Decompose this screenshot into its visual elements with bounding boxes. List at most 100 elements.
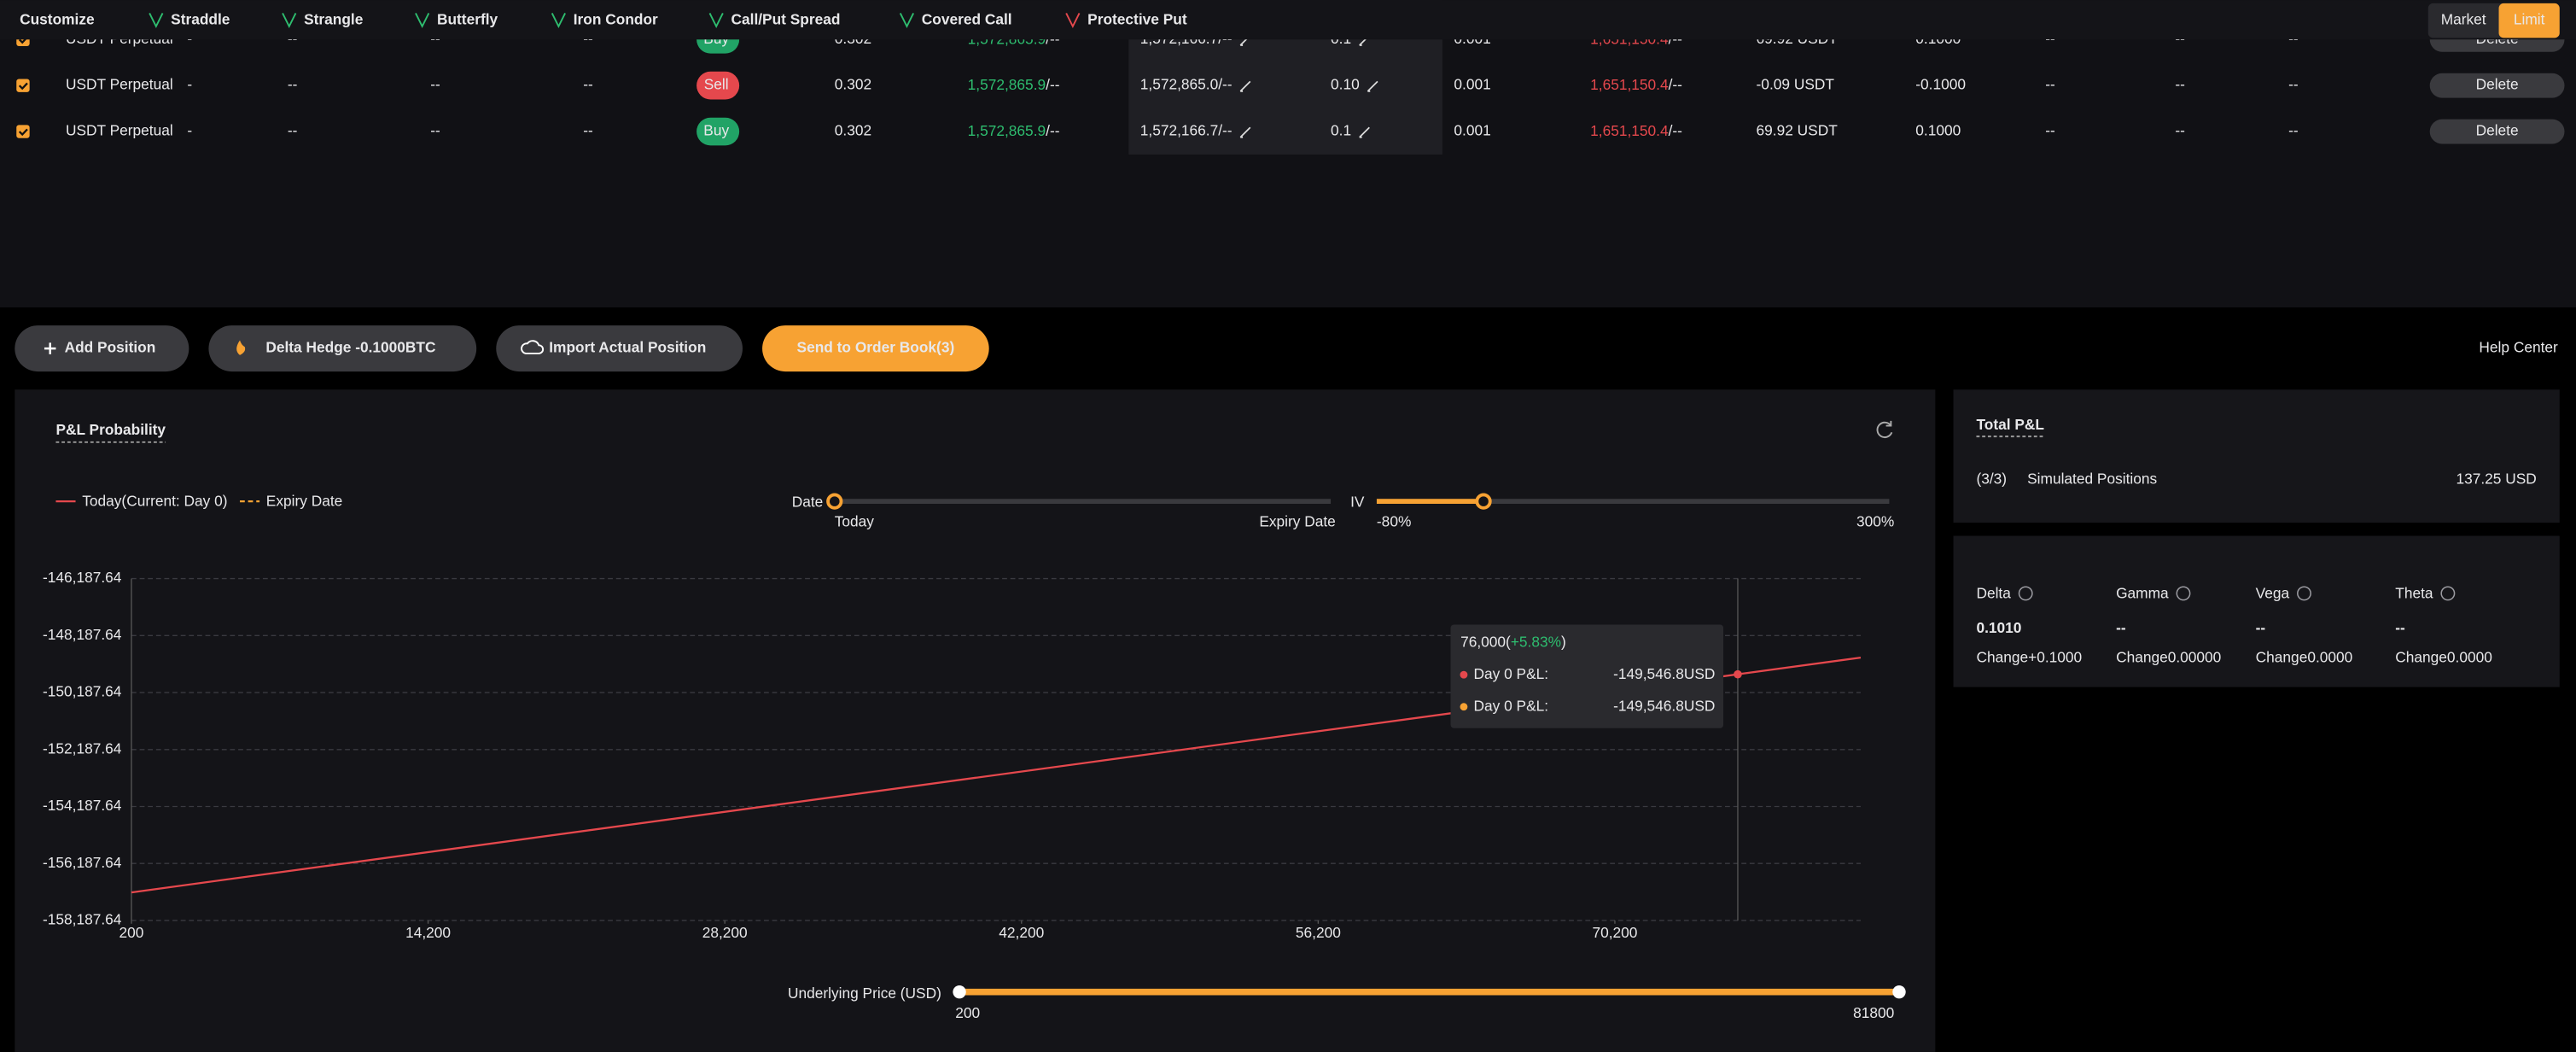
cell: 1,572,166.7/-- <box>1140 122 1233 139</box>
slider-knob[interactable] <box>826 493 843 510</box>
legend-label: Today(Current: Day 0) <box>82 493 227 510</box>
tooltip: 76,000(+5.83%) Day 0 P&L: -149,546.8USD Day… <box>1450 624 1724 728</box>
help-icon[interactable] <box>2176 586 2191 601</box>
side-label: Buy <box>703 122 729 139</box>
hover-point <box>1734 669 1742 679</box>
customize-tab[interactable]: Customize <box>20 11 95 28</box>
order-type[interactable]: Market <box>2441 11 2486 28</box>
side-badge <box>696 71 740 100</box>
action-label[interactable]: Send to Order Book(3) <box>797 339 955 356</box>
strategy-icon <box>282 13 297 29</box>
tooltip-paren: ) <box>1561 633 1566 650</box>
tooltip-dot <box>1460 670 1468 679</box>
x-tick-label: 70,200 <box>1592 924 1637 941</box>
cell: -- <box>2175 76 2185 93</box>
cell: 0.1000 <box>1915 122 1961 139</box>
edit-icon[interactable] <box>1239 126 1251 138</box>
cell: 0.1 <box>1331 122 1351 139</box>
strategy-icon <box>551 13 566 29</box>
tooltip-header: 76,000(+5.83%) <box>1460 633 1566 650</box>
x-tick-label: 14,200 <box>405 924 451 941</box>
tooltip-label: Day 0 P&L: <box>1473 697 1548 714</box>
price-suffix: /-- <box>1046 122 1059 139</box>
strategy-tab[interactable]: Covered Call <box>922 11 1012 28</box>
action-label[interactable]: Delta Hedge -0.1000BTC <box>265 339 436 356</box>
strategy-tab[interactable]: Call/Put Spread <box>731 11 841 28</box>
slider-min: 200 <box>955 1004 980 1021</box>
cell: 0.10 <box>1331 76 1360 93</box>
strategy-icon <box>415 13 430 29</box>
order-type[interactable]: Limit <box>2514 11 2545 28</box>
x-tick-label: 200 <box>119 924 144 941</box>
checkbox[interactable] <box>16 125 30 138</box>
price-cell: 1,651,150.4/-- <box>1590 122 1682 139</box>
tooltip-change: +5.83% <box>1511 633 1561 650</box>
action-button[interactable] <box>208 325 477 372</box>
greek-value: -- <box>2256 619 2266 636</box>
delete-button[interactable] <box>2429 119 2565 144</box>
cell: -- <box>2045 76 2055 93</box>
cell: USDT Perpetual <box>66 76 173 93</box>
action-button[interactable] <box>762 325 989 372</box>
cell: -- <box>583 122 593 139</box>
side-badge <box>696 117 740 146</box>
help-icon[interactable] <box>2297 586 2311 601</box>
strategy-tab[interactable]: Butterfly <box>437 11 498 28</box>
delete-label[interactable]: Delete <box>2476 122 2519 139</box>
greeks-panel <box>1953 535 2560 687</box>
legend-label: Expiry Date <box>266 493 342 510</box>
slider-knob[interactable] <box>1475 493 1492 510</box>
action-button[interactable] <box>496 325 743 372</box>
price-value: 1,651,150.4 <box>1590 76 1669 93</box>
slider-max: Expiry Date <box>1259 513 1335 530</box>
cell: - <box>187 76 192 93</box>
greek-name: Gamma <box>2116 584 2169 601</box>
cell: -- <box>583 76 593 93</box>
action-label[interactable]: Add Position <box>65 339 156 356</box>
strategy-tab[interactable]: Straddle <box>171 11 230 28</box>
x-tick-label: 56,200 <box>1296 924 1341 941</box>
y-tick-label: -146,187.64 <box>43 569 122 586</box>
tooltip-value: -149,546.8USD <box>1613 665 1715 682</box>
greek-name: Theta <box>2395 584 2433 601</box>
panel-title: P&L Probability <box>55 421 166 438</box>
edit-icon[interactable] <box>1359 126 1370 138</box>
help-icon[interactable] <box>2018 586 2033 601</box>
cell: 69.92 USDT <box>1757 122 1839 139</box>
edit-icon[interactable] <box>1367 80 1378 92</box>
cell: 1,572,865.0/-- <box>1140 76 1233 93</box>
cell: -- <box>288 76 298 93</box>
price-value: 1,651,150.4 <box>1590 122 1669 139</box>
price-suffix: /-- <box>1669 76 1682 93</box>
delete-button[interactable] <box>2429 73 2565 98</box>
panel-title: Total P&L <box>1976 416 2044 433</box>
action-label[interactable]: Import Actual Position <box>549 339 706 356</box>
help-icon[interactable] <box>2440 586 2456 601</box>
help-link[interactable]: Help Center <box>2479 339 2558 356</box>
cell: 0.001 <box>1454 122 1490 139</box>
check-mark <box>18 82 28 91</box>
strategy-tab[interactable]: Iron Condor <box>574 11 658 28</box>
slider-label: IV <box>1350 494 1365 511</box>
price-value: 1,572,865.9 <box>968 76 1046 93</box>
cloud-icon <box>521 340 545 354</box>
slider-knob[interactable] <box>953 985 966 999</box>
slider-min: -80% <box>1377 513 1411 530</box>
delete-label[interactable]: Delete <box>2476 76 2519 93</box>
greek-value: -- <box>2395 619 2405 636</box>
refresh-icon[interactable] <box>1876 420 1893 438</box>
slider-knob[interactable] <box>1892 985 1906 999</box>
strategy-icon <box>149 13 164 29</box>
cell: -- <box>2288 122 2299 139</box>
cell: -- <box>2175 122 2185 139</box>
edit-icon[interactable] <box>1239 80 1251 92</box>
strategy-tab[interactable]: Protective Put <box>1087 11 1187 28</box>
strategy-tab[interactable]: Strangle <box>304 11 364 28</box>
y-tick-label: -158,187.64 <box>43 911 122 928</box>
checkbox[interactable] <box>16 79 30 92</box>
action-button[interactable] <box>15 325 189 372</box>
flame-icon <box>236 340 246 355</box>
